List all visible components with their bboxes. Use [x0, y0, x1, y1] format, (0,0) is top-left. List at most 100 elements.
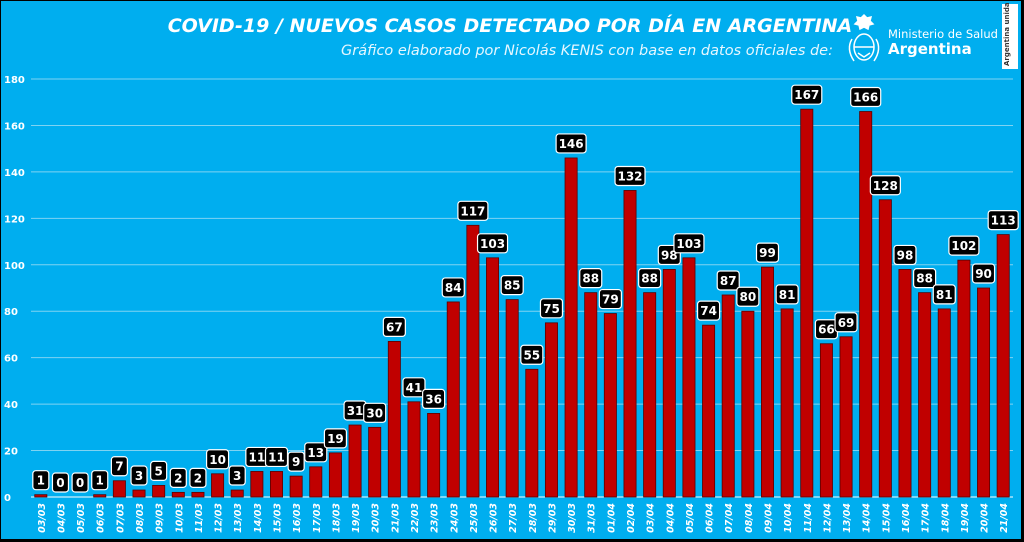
data-label: 67	[386, 320, 403, 334]
x-tick-label: 23/03	[430, 503, 441, 533]
x-tick-label: 06/04	[705, 503, 716, 533]
data-label: 11	[268, 450, 285, 464]
data-label: 74	[700, 304, 717, 318]
bar	[623, 190, 637, 498]
country-name: Argentina	[888, 40, 972, 58]
x-tick-label: 13/03	[233, 503, 244, 533]
x-tick-label: 04/03	[56, 503, 67, 533]
data-label-box	[441, 277, 465, 298]
x-tick-label: 12/03	[214, 503, 225, 533]
data-label: 87	[720, 274, 737, 288]
data-label-box	[402, 377, 426, 398]
data-label: 88	[916, 272, 933, 286]
x-tick-label: 13/04	[842, 503, 853, 533]
data-label: 81	[779, 288, 796, 302]
bar	[387, 341, 401, 498]
x-tick-label: 24/03	[449, 503, 460, 533]
bar	[761, 266, 774, 498]
x-tick-label: 01/04	[606, 503, 617, 533]
x-tick-label: 17/03	[312, 503, 323, 533]
data-label-box	[971, 263, 996, 284]
data-label: 0	[76, 476, 84, 490]
data-label: 98	[897, 248, 914, 262]
data-label-box	[555, 133, 587, 154]
data-label-box	[948, 235, 980, 256]
bar	[780, 308, 794, 498]
x-tick-label: 31/03	[587, 503, 598, 533]
x-tick-label: 09/04	[764, 503, 775, 533]
x-tick-label: 22/03	[410, 503, 421, 533]
data-label: 79	[602, 293, 619, 307]
x-tick-label: 15/04	[881, 503, 892, 533]
bar	[466, 224, 480, 498]
data-label: 103	[676, 237, 701, 251]
data-label-box	[716, 270, 740, 291]
data-label-box	[51, 472, 70, 493]
x-tick-label: 03/04	[646, 503, 657, 533]
bar	[878, 199, 892, 498]
data-label-box	[598, 288, 622, 310]
data-label-box	[264, 446, 289, 468]
bar	[662, 269, 676, 498]
data-label-box	[287, 451, 305, 472]
data-label: 30	[366, 406, 383, 420]
x-tick-label: 08/04	[744, 503, 755, 533]
data-label-box	[205, 449, 230, 470]
bar	[427, 412, 441, 498]
data-label: 81	[936, 288, 953, 302]
data-label: 0	[56, 476, 64, 490]
bar	[191, 491, 205, 498]
bar	[34, 494, 48, 498]
data-label-box	[834, 312, 858, 333]
data-label: 2	[194, 471, 202, 485]
bar	[937, 308, 951, 498]
x-tick-label: 08/03	[135, 503, 146, 533]
data-label: 88	[641, 272, 658, 286]
data-label: 166	[853, 91, 878, 105]
x-tick-label: 11/03	[194, 503, 205, 533]
bar	[819, 343, 833, 498]
x-tick-label: 05/03	[76, 503, 87, 533]
x-tick-label: 11/04	[803, 503, 814, 533]
data-label-box	[696, 300, 721, 321]
x-tick-label: 07/04	[724, 503, 735, 533]
data-label-box	[913, 268, 937, 289]
y-axis-ticks: 0 20 40 60 80 100 120 140 160 180	[4, 75, 25, 504]
bar	[407, 401, 421, 498]
data-label: 10	[209, 453, 226, 467]
x-tick-label: 19/04	[960, 503, 971, 533]
bar	[446, 301, 460, 498]
x-tick-label: 29/03	[547, 503, 558, 533]
x-tick-label: 30/03	[567, 503, 578, 533]
data-label: 128	[873, 179, 898, 193]
data-label-box	[500, 275, 524, 296]
data-label-box	[987, 209, 1019, 231]
data-label-box	[673, 233, 705, 254]
data-label: 36	[425, 392, 442, 406]
bar	[348, 424, 362, 498]
data-label: 80	[740, 290, 757, 304]
data-label: 146	[559, 137, 584, 151]
data-label: 1	[37, 474, 45, 488]
x-tick-label: 12/04	[822, 503, 833, 533]
y-tick-label: 160	[4, 121, 25, 132]
data-label-box	[382, 316, 406, 338]
argentina-unida-stamp: Argentina unida	[1002, 2, 1018, 69]
data-label: 98	[661, 248, 678, 262]
data-label: 117	[460, 204, 485, 218]
bar	[839, 336, 853, 498]
data-label: 19	[327, 432, 344, 446]
bar	[289, 475, 303, 498]
x-tick-label: 06/03	[96, 503, 107, 533]
x-tick-label: 27/03	[508, 503, 519, 533]
bar	[996, 234, 1010, 498]
x-tick-label: 20/03	[371, 503, 382, 533]
stamp-text: Argentina unida	[1003, 2, 1011, 66]
x-tick-label: 20/04	[980, 503, 991, 533]
data-label-box	[869, 175, 901, 196]
x-tick-label: 25/03	[469, 503, 480, 533]
bar	[800, 108, 814, 498]
data-label: 1	[96, 474, 104, 488]
data-label-box	[130, 465, 148, 486]
